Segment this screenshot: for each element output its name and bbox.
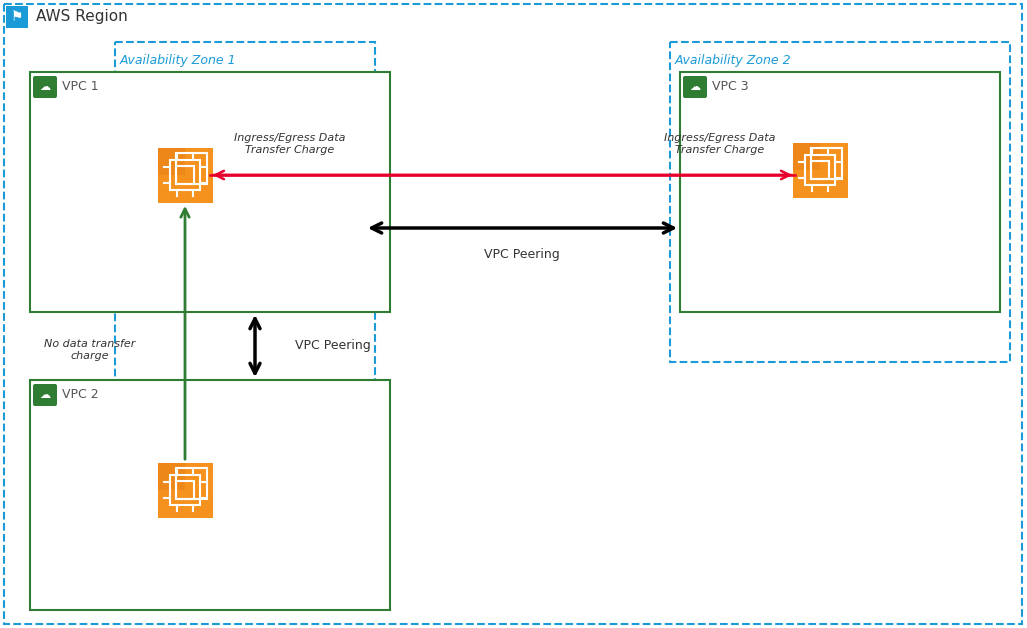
FancyBboxPatch shape: [157, 462, 185, 490]
FancyBboxPatch shape: [157, 148, 185, 175]
FancyBboxPatch shape: [157, 462, 213, 517]
Text: VPC 1: VPC 1: [62, 80, 99, 94]
Text: ☁: ☁: [689, 82, 700, 92]
Text: Availability Zone 1: Availability Zone 1: [120, 54, 236, 67]
FancyBboxPatch shape: [680, 72, 1000, 312]
FancyBboxPatch shape: [683, 76, 707, 98]
FancyBboxPatch shape: [793, 143, 847, 197]
Text: Availability Zone 2: Availability Zone 2: [675, 54, 792, 67]
FancyBboxPatch shape: [157, 148, 213, 202]
Text: ⚑: ⚑: [10, 10, 24, 24]
Text: ☁: ☁: [39, 390, 50, 400]
Text: VPC 3: VPC 3: [712, 80, 749, 94]
Text: VPC Peering: VPC Peering: [295, 340, 371, 352]
FancyBboxPatch shape: [793, 143, 820, 170]
FancyBboxPatch shape: [33, 384, 58, 406]
FancyBboxPatch shape: [33, 76, 58, 98]
FancyBboxPatch shape: [6, 6, 28, 28]
Text: Ingress/Egress Data
Transfer Charge: Ingress/Egress Data Transfer Charge: [234, 133, 346, 155]
Text: VPC 2: VPC 2: [62, 389, 99, 401]
FancyBboxPatch shape: [30, 380, 390, 610]
Text: Ingress/Egress Data
Transfer Charge: Ingress/Egress Data Transfer Charge: [664, 133, 775, 155]
Text: ☁: ☁: [39, 82, 50, 92]
Text: VPC Peering: VPC Peering: [484, 248, 560, 261]
Text: AWS Region: AWS Region: [36, 9, 127, 24]
FancyBboxPatch shape: [30, 72, 390, 312]
Text: No data transfer
charge: No data transfer charge: [44, 339, 136, 361]
